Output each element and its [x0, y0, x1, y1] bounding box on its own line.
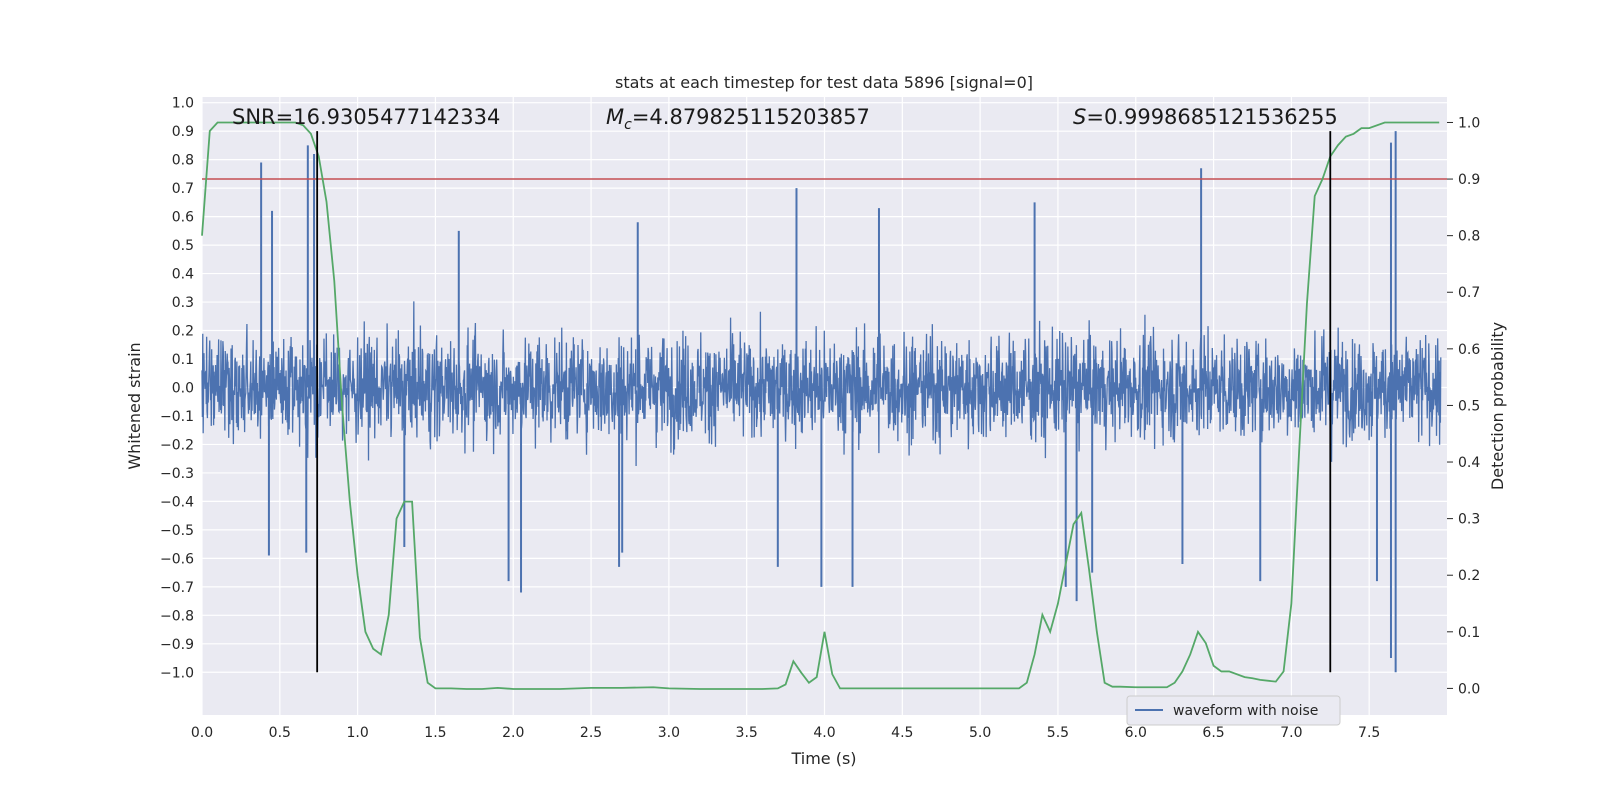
probability-series: [201, 121, 1440, 690]
y-tick-label: −0.1: [160, 409, 194, 425]
y-tick-label: −0.3: [160, 466, 194, 482]
y2-tick-label: 0.6: [1458, 342, 1480, 358]
y-tick-label: −0.2: [160, 437, 194, 453]
s-annotation: S=0.9998685121536255: [1073, 105, 1338, 129]
mc-annotation: Mc=4.879825115203857: [606, 105, 870, 133]
y2-tick-label: 1.0: [1458, 115, 1480, 131]
y2-tick-label: 0.3: [1458, 512, 1480, 528]
y2-axis-label: Detection probability: [1488, 322, 1507, 490]
y-tick-label: 0.7: [172, 181, 194, 197]
mc-symbol: M: [606, 105, 624, 129]
y-tick-label: 0.1: [172, 352, 194, 368]
x-tick-label: 7.0: [1280, 725, 1302, 741]
x-tick-label: 3.5: [736, 725, 758, 741]
y-tick-label: 1.0: [172, 96, 194, 112]
x-tick-label: 1.0: [346, 725, 368, 741]
chart-title: stats at each timestep for test data 589…: [615, 73, 1033, 92]
y-tick-label: −0.6: [160, 551, 194, 567]
y2-ticks: 1.0 0.9 0.8 0.7 0.6 0.5 0.4 0.3 0.2 0.1 0.0: [1447, 115, 1480, 697]
probability-line: [201, 121, 1440, 690]
y-tick-label: −1.0: [160, 665, 194, 681]
x-tick-label: 1.5: [424, 725, 446, 741]
y-ticks: 1.0 0.9 0.8 0.7 0.6 0.5 0.4 0.3 0.2 0.1 0.0 −0.1 −0.…: [160, 96, 194, 682]
legend: waveform with noise: [1126, 695, 1341, 726]
x-tick-label: 3.0: [658, 725, 680, 741]
y-tick-label: −0.5: [160, 523, 194, 539]
x-tick-label: 4.0: [813, 725, 835, 741]
x-tick-label: 4.5: [891, 725, 913, 741]
s-value: =0.9998685121536255: [1086, 105, 1337, 129]
x-tick-label: 5.5: [1047, 725, 1069, 741]
x-tick-label: 0.0: [191, 725, 213, 741]
x-axis-label: Time (s): [790, 749, 856, 768]
y-tick-label: 0.2: [172, 324, 194, 340]
waveform-line: [201, 301, 1442, 467]
y-tick-label: −0.7: [160, 580, 194, 596]
x-tick-label: 2.5: [580, 725, 602, 741]
y2-tick-label: 0.1: [1458, 625, 1480, 641]
x-ticks: 0.0 0.5 1.0 1.5 2.0 2.5 3.0 3.5 4.0 4.5 5.0 5.5 6.0 6…: [191, 725, 1380, 741]
y-tick-label: 0.0: [172, 380, 194, 396]
y2-tick-label: 0.0: [1458, 681, 1480, 697]
x-tick-label: 6.0: [1125, 725, 1147, 741]
y2-tick-label: 0.5: [1458, 398, 1480, 414]
vertical-markers: [316, 131, 1332, 673]
waveform-series: [201, 131, 1442, 673]
snr-annotation: SNR=16.9305477142334: [232, 105, 500, 129]
y-axis-label: Whitened strain: [125, 342, 144, 469]
y2-tick-label: 0.8: [1458, 229, 1480, 245]
y-tick-label: −0.4: [160, 494, 194, 510]
x-tick-label: 6.5: [1202, 725, 1224, 741]
mc-subscript: c: [624, 117, 632, 133]
x-tick-label: 7.5: [1358, 725, 1380, 741]
y2-tick-label: 0.7: [1458, 285, 1480, 301]
y-tick-label: −0.8: [160, 608, 194, 624]
mc-value: =4.879825115203857: [632, 105, 870, 129]
legend-label: waveform with noise: [1173, 703, 1318, 719]
y-tick-label: 0.6: [172, 210, 194, 226]
x-tick-label: 5.0: [969, 725, 991, 741]
y-tick-label: −0.9: [160, 637, 194, 653]
y-tick-label: 0.5: [172, 238, 194, 254]
legend-box: [1126, 695, 1341, 726]
x-tick-label: 0.5: [269, 725, 291, 741]
y-tick-label: 0.3: [172, 295, 194, 311]
x-tick-label: 2.0: [502, 725, 524, 741]
y-tick-label: 0.4: [172, 267, 194, 283]
y2-tick-label: 0.9: [1458, 172, 1480, 188]
y2-tick-label: 0.2: [1458, 568, 1480, 584]
y-tick-label: 0.9: [172, 124, 194, 140]
y-tick-label: 0.8: [172, 153, 194, 169]
y2-tick-label: 0.4: [1458, 455, 1480, 471]
s-symbol: S: [1073, 105, 1086, 129]
